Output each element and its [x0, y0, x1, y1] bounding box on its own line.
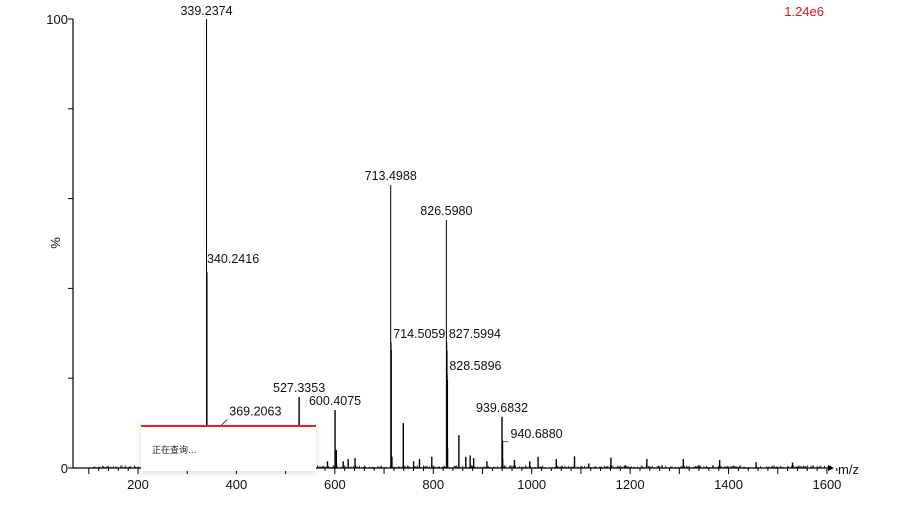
intensity-label: 1.24e6	[784, 4, 824, 19]
x-tick-label: 400	[226, 477, 248, 492]
peak-label: 600.4075	[309, 394, 361, 408]
x-tick-label: 1000	[517, 477, 546, 492]
x-axis-label: m/z	[838, 462, 859, 477]
peak-label: 940.6880	[511, 427, 563, 441]
x-tick-label: 1400	[714, 477, 743, 492]
peak-label: 826.5980	[420, 204, 472, 218]
peak-labels: 339.2374 340.2416 369.2063 527.3353600.4075…	[180, 4, 563, 443]
peak-label: 714.5059	[393, 327, 445, 341]
x-tick-label: 1600	[812, 477, 841, 492]
y-tick-label: 100	[46, 12, 68, 27]
peak-label: 939.6832	[476, 401, 528, 415]
peak-label: 339.2374	[180, 4, 232, 18]
x-tick-label: 600	[324, 477, 346, 492]
y-tick-label: 0	[61, 461, 68, 476]
x-tick-label: 800	[422, 477, 444, 492]
peak-label: 340.2416	[207, 252, 259, 266]
peak-label: 369.2063	[229, 404, 281, 418]
query-popup: 正在查询...	[141, 425, 316, 471]
peak-label: 527.3353	[273, 381, 325, 395]
y-axis-label: %	[48, 237, 63, 249]
peaks	[93, 19, 832, 468]
x-tick-label: 200	[127, 477, 149, 492]
x-tick-label: 1200	[616, 477, 645, 492]
label-leader	[502, 440, 509, 443]
peak-label: 713.4988	[365, 169, 417, 183]
peak-label: 828.5896	[449, 359, 501, 373]
axes: 0 100 200 400 600 800 1000 1200 1400 1600	[46, 12, 841, 492]
popup-text: 正在查询...	[152, 446, 197, 456]
label-leader	[221, 419, 228, 426]
peak-label: 827.5994	[449, 327, 501, 341]
